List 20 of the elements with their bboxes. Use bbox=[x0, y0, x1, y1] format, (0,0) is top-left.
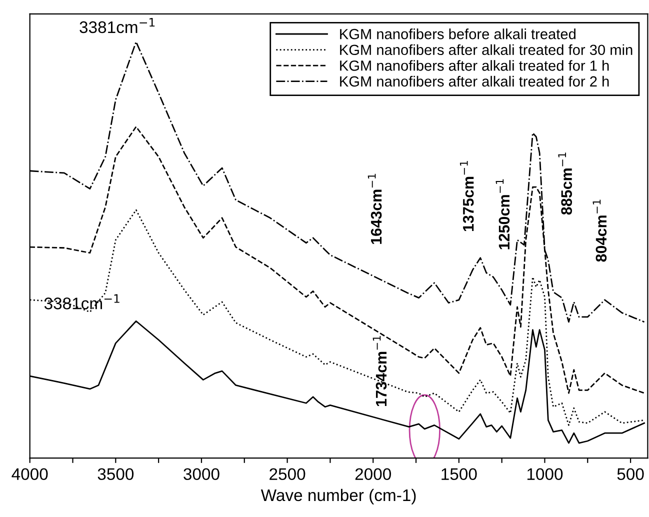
x-tick-label: 500 bbox=[617, 468, 644, 480]
annotation: 804cm$^{−1}$ bbox=[592, 200, 607, 262]
legend-label: KGM nanofibers after alkali treated for 1 h bbox=[340, 60, 609, 71]
x-tick-label: 1000 bbox=[527, 468, 563, 480]
x-tick-label: 3000 bbox=[184, 468, 220, 480]
x-tick-label: 3500 bbox=[98, 468, 134, 480]
annotation: 1250cm$^{−1}$ bbox=[496, 179, 510, 250]
annotation: 1643cm$^{−1}$ bbox=[368, 174, 382, 244]
x-tick-label: 2000 bbox=[355, 468, 391, 480]
annotation: 885cm$^{−1}$ bbox=[558, 152, 572, 215]
x-tick-label: 4000 bbox=[12, 468, 48, 480]
text: 3381cm$^{−1}$ bbox=[80, 18, 155, 34]
annotation: 1375cm$^{−1}$ bbox=[460, 161, 474, 232]
annotation: 1734cm$^{−1}$ bbox=[372, 336, 387, 406]
x-axis-title: Wave number (cm-1) bbox=[260, 488, 416, 504]
legend-label: KGM nanofibers after alkali treated for 30 min bbox=[340, 44, 632, 56]
x-tick-label: 2500 bbox=[270, 468, 306, 480]
legend-label: KGM nanofibers before alkali treated bbox=[340, 28, 576, 40]
legend-label: KGM nanofibers after alkali treated for 2 h bbox=[340, 76, 609, 87]
x-tick-label: 1500 bbox=[442, 468, 477, 480]
